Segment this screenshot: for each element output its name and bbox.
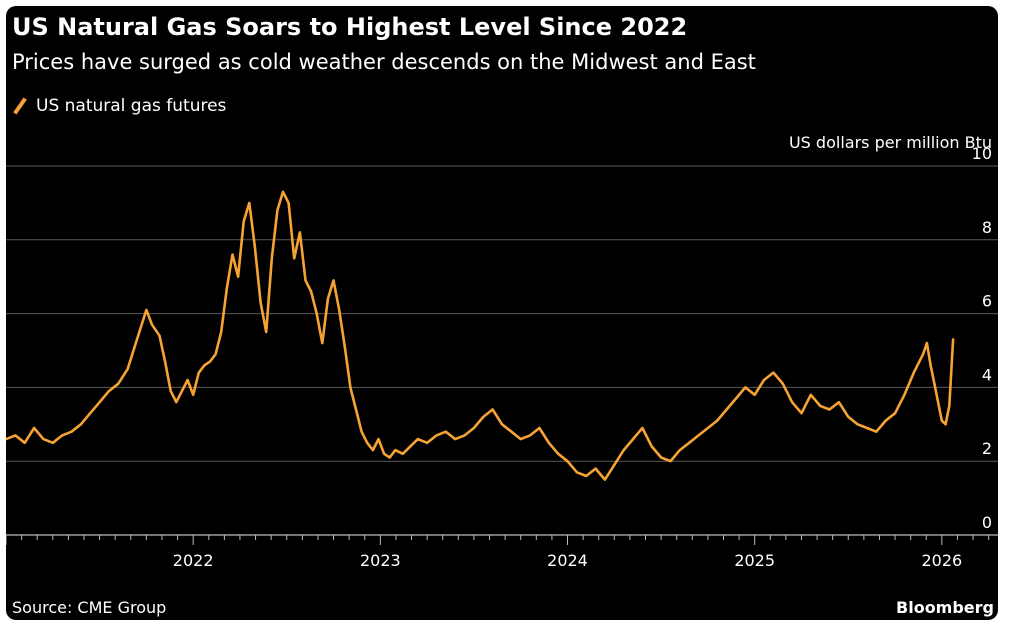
legend-label: US natural gas futures [36, 96, 227, 116]
y-tick-label-4: 4 [982, 365, 992, 384]
x-tick-label-2022: 2022 [173, 551, 214, 570]
y-axis-label: US dollars per million Btu [789, 133, 992, 152]
series-line-us-natural-gas-futures [6, 190, 955, 481]
y-tick-label-2: 2 [982, 439, 992, 458]
legend: US natural gas futures [12, 96, 226, 116]
y-tick-label-10: 10 [972, 144, 992, 163]
y-axis-ticks: 0 2 4 6 8 10 [972, 144, 992, 532]
chart-card: US Natural Gas Soars to Highest Level Si… [6, 6, 998, 620]
brand-logo: Bloomberg [896, 598, 994, 617]
x-tick-label-2023: 2023 [360, 551, 401, 570]
y-tick-label-0: 0 [982, 513, 992, 532]
y-tick-label-6: 6 [982, 292, 992, 311]
x-axis-ticks: 2022 2023 2024 2025 2026 [6, 535, 990, 570]
gridlines [6, 165, 998, 462]
x-tick-label-2026: 2026 [921, 551, 962, 570]
source-note: Source: CME Group [12, 598, 167, 617]
x-tick-label-2024: 2024 [547, 551, 588, 570]
y-tick-label-8: 8 [982, 218, 992, 237]
chart-subtitle: Prices have surged as cold weather desce… [12, 50, 756, 74]
chart-title: US Natural Gas Soars to Highest Level Si… [12, 13, 688, 41]
x-tick-label-2025: 2025 [734, 551, 775, 570]
